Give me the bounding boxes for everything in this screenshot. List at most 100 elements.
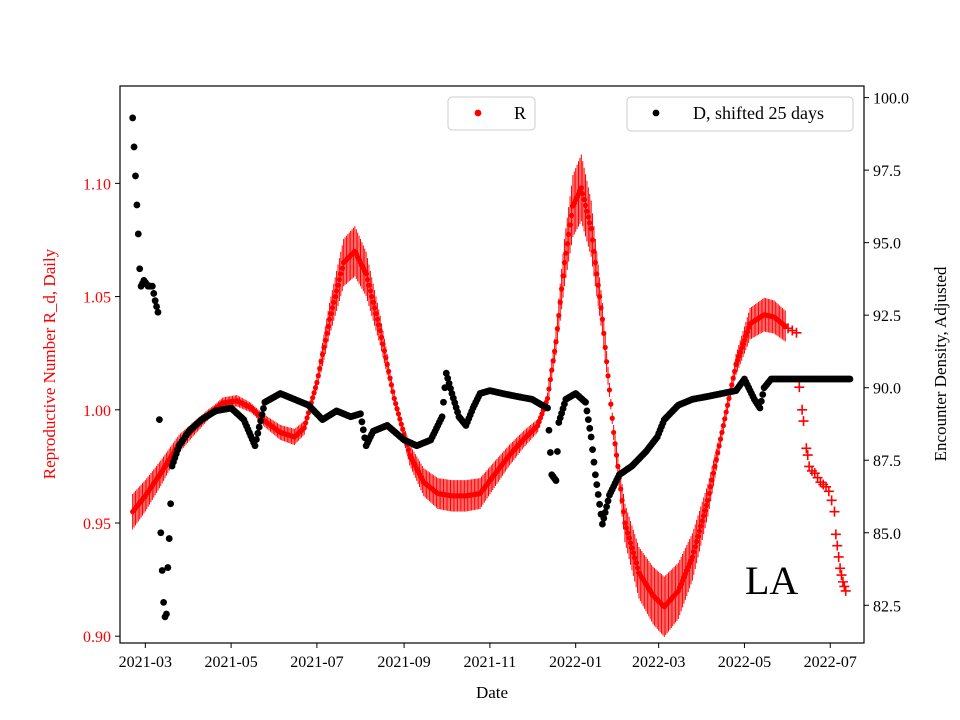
d-point [584,416,592,424]
d-point [600,514,608,522]
right-y-axis-title: Encounter Density, Adjusted [931,266,950,461]
right-y-tick-label: 92.5 [873,308,901,325]
x-tick-label: 2022-07 [804,654,857,671]
r-projection-point [798,416,809,427]
d-point [255,423,263,431]
d-point [596,500,603,508]
left-y-tick-label: 1.10 [83,176,111,193]
right-y-tick-label: 95.0 [873,236,901,253]
right-y-tick-label: 82.5 [873,598,901,615]
x-tick-label: 2022-05 [718,654,771,671]
d-point [154,308,162,316]
d-point [358,418,366,426]
d-point [846,375,854,383]
d-point [587,433,595,441]
d-point [357,410,364,418]
legend-r-box [447,96,536,131]
d-point [545,426,553,434]
r-projection-point [826,495,837,506]
r-projection-point [787,325,798,336]
legend-d: D, shifted 25 days [626,96,854,132]
legend-r-label: R [514,103,526,123]
d-point [148,282,156,290]
r-point [604,359,610,365]
right-y-tick-label: 85.0 [873,526,901,543]
x-tick-label: 2021-03 [119,654,172,671]
r-point [605,373,611,379]
series-layer [129,114,854,637]
d-point [590,458,598,466]
d-point [151,297,159,305]
d-point [136,265,144,273]
r-projection-point [823,486,834,497]
d-point [254,429,262,437]
r-projection-point [839,581,850,592]
right-y-tick-label: 90.0 [873,381,901,398]
r-projection-point [794,382,805,393]
d-point [441,384,449,392]
d-point [258,411,266,419]
r-point [608,401,614,407]
left-y-axis-title: Reproductive Number R_d, Daily [40,248,59,479]
d-point [438,413,446,421]
d-point [157,529,165,537]
legend-d-label: D, shifted 25 days [693,103,824,123]
r-projection-point [840,585,851,596]
r-projection-point [835,563,846,574]
d-point [153,303,160,310]
d-point [599,520,606,528]
d-point [167,500,175,508]
x-tick-label: 2021-09 [377,654,430,671]
r-point [606,387,613,393]
d-point [359,426,367,434]
x-tick-label: 2021-11 [464,654,517,671]
left-y-tick-label: 1.00 [83,403,111,420]
left-y-tick-label: 1.05 [83,290,111,307]
r-point [609,415,615,421]
r-point [601,330,607,336]
d-point [582,398,589,406]
d-point [593,481,601,489]
r-projection-point [801,443,812,454]
d-point [158,567,166,574]
right-y-tick-label: 100.0 [873,91,909,108]
d-point [130,143,138,151]
series-d [129,114,854,621]
d-point [257,417,265,425]
r-projection-point [833,551,844,562]
d-point [603,503,611,511]
d-point [594,491,602,498]
d-point [757,397,765,405]
d-point [591,471,599,479]
d-point [134,230,142,238]
legend-d-marker [652,109,660,117]
d-point [165,535,173,542]
left-y-tick-label: 0.90 [83,629,111,646]
d-point [133,201,141,209]
d-point [164,564,172,571]
x-tick-label: 2021-07 [290,654,343,671]
r-projection-point [837,576,848,587]
plot-area [120,86,864,643]
plot-frame [119,85,865,644]
x-tick-label: 2022-03 [632,654,685,671]
r-point [782,323,788,329]
legend-r-marker [474,109,482,117]
r-point [723,409,729,415]
r-projection-point [797,404,808,415]
x-axis-title: Date [476,683,508,702]
d-point [601,509,609,516]
d-point [756,404,764,412]
d-point [546,449,554,456]
axes-layer: 2021-03 2021-05 2021-07 2021-09 2021-11 2022-… [83,91,909,671]
d-point [253,436,260,443]
region-annotation: LA [745,558,798,603]
r-projection-point [830,529,841,540]
x-tick-label: 2021-05 [204,654,257,671]
r-projection-point [836,570,847,581]
d-point [759,391,767,398]
r-point [602,344,608,351]
d-point [160,598,167,606]
d-point [586,424,594,432]
